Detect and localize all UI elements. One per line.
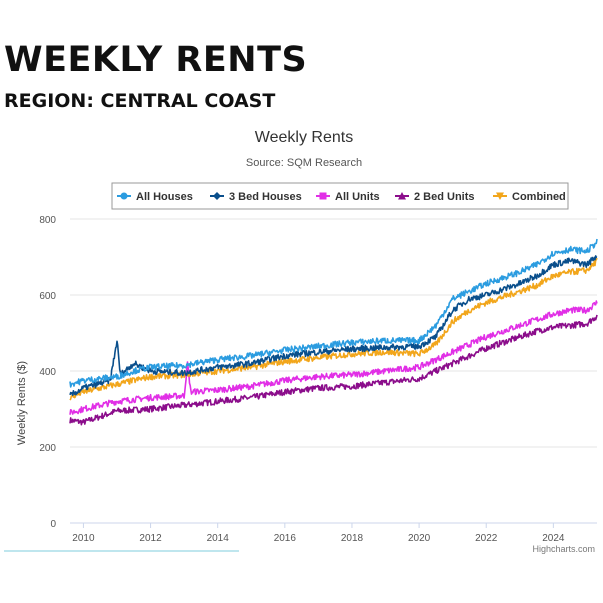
- y-axis: 0 200 400 600 800: [39, 215, 56, 530]
- legend-marker: [319, 192, 327, 200]
- series-lines: [69, 238, 598, 426]
- page-heading: WEEKLY RENTS: [4, 40, 308, 80]
- y-tick-label: 200: [39, 443, 56, 454]
- legend-item-label: 2 Bed Units: [414, 191, 475, 203]
- x-tick-label: 2018: [341, 533, 364, 544]
- page-subheading: REGION: CENTRAL COAST: [4, 90, 276, 112]
- chart-subtitle: Source: SQM Research: [246, 157, 362, 169]
- legend-item-label: Combined: [512, 191, 566, 203]
- legend-marker: [496, 192, 504, 200]
- y-tick-label: 400: [39, 367, 56, 378]
- x-tick-label: 2020: [408, 533, 431, 544]
- x-tick-label: 2016: [274, 533, 297, 544]
- legend-item-label: All Units: [335, 191, 380, 203]
- legend-marker: [120, 192, 128, 200]
- legend-marker: [213, 192, 221, 200]
- x-tick-label: 2012: [139, 533, 162, 544]
- chart-title: Weekly Rents: [255, 129, 353, 146]
- x-tick-label: 2022: [475, 533, 498, 544]
- chart-credits: Highcharts.com: [532, 544, 595, 554]
- bottom-rule: [4, 550, 239, 552]
- y-tick-label: 800: [39, 215, 56, 226]
- x-axis: 2010 2012 2014 2016 2018 2020 2022 2024: [72, 523, 565, 544]
- y-axis-label: Weekly Rents ($): [16, 361, 28, 445]
- x-tick-label: 2024: [542, 533, 565, 544]
- chart-container: Weekly Rents Source: SQM Research All Ho…: [0, 118, 603, 563]
- series-line: [69, 255, 598, 397]
- legend-item-label: All Houses: [136, 191, 193, 203]
- legend-item-label: 3 Bed Houses: [229, 191, 302, 203]
- y-tick-label: 0: [50, 519, 56, 530]
- y-tick-label: 600: [39, 291, 56, 302]
- legend-marker: [398, 192, 406, 200]
- series-line: [69, 238, 598, 388]
- series-line: [69, 300, 598, 415]
- legend-box: [111, 182, 569, 210]
- x-tick-label: 2014: [207, 533, 230, 544]
- series-line: [69, 314, 598, 426]
- line-chart: Weekly Rents Source: SQM Research All Ho…: [16, 129, 598, 554]
- series-line: [69, 257, 598, 401]
- legend: All Houses 3 Bed Houses All Units 2 Bed Uni…: [117, 191, 566, 203]
- x-tick-label: 2010: [72, 533, 95, 544]
